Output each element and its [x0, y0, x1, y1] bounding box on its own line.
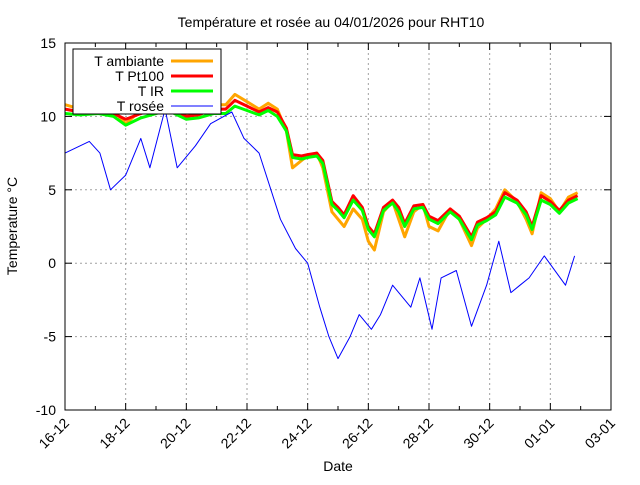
chart-title: Température et rosée au 04/01/2026 pour … — [178, 14, 485, 30]
x-tick-label: 18-12 — [96, 415, 133, 452]
y-tick-label: 0 — [48, 255, 56, 271]
x-tick-label: 20-12 — [157, 415, 194, 452]
x-tick-label: 28-12 — [399, 415, 436, 452]
y-tick-label: -10 — [36, 402, 56, 418]
x-tick-label: 22-12 — [217, 415, 254, 452]
x-tick-label: 01-01 — [521, 415, 558, 452]
y-axis-label: Temperature °C — [4, 177, 20, 275]
x-tick-label: 26-12 — [339, 415, 376, 452]
legend-label: T Pt100 — [115, 68, 164, 84]
series-line-t-pt100 — [64, 98, 579, 239]
y-tick-label: -5 — [44, 329, 57, 345]
series-line-t-ir — [64, 104, 579, 242]
series-lines — [64, 92, 579, 360]
x-axis-label: Date — [323, 458, 353, 474]
series-line-t-rosée — [64, 108, 576, 360]
x-tick-label: 03-01 — [581, 415, 618, 452]
x-tick-label: 24-12 — [278, 415, 315, 452]
y-tick-label: 5 — [48, 182, 56, 198]
legend-label: T ambiante — [94, 53, 164, 69]
x-tick-label: 16-12 — [35, 415, 72, 452]
x-tick-label: 30-12 — [460, 415, 497, 452]
y-tick-label: 10 — [40, 108, 56, 124]
grid — [65, 43, 611, 410]
y-tick-label: 15 — [40, 35, 56, 51]
legend-label: T IR — [138, 83, 164, 99]
legend-label: T rosée — [117, 98, 164, 114]
